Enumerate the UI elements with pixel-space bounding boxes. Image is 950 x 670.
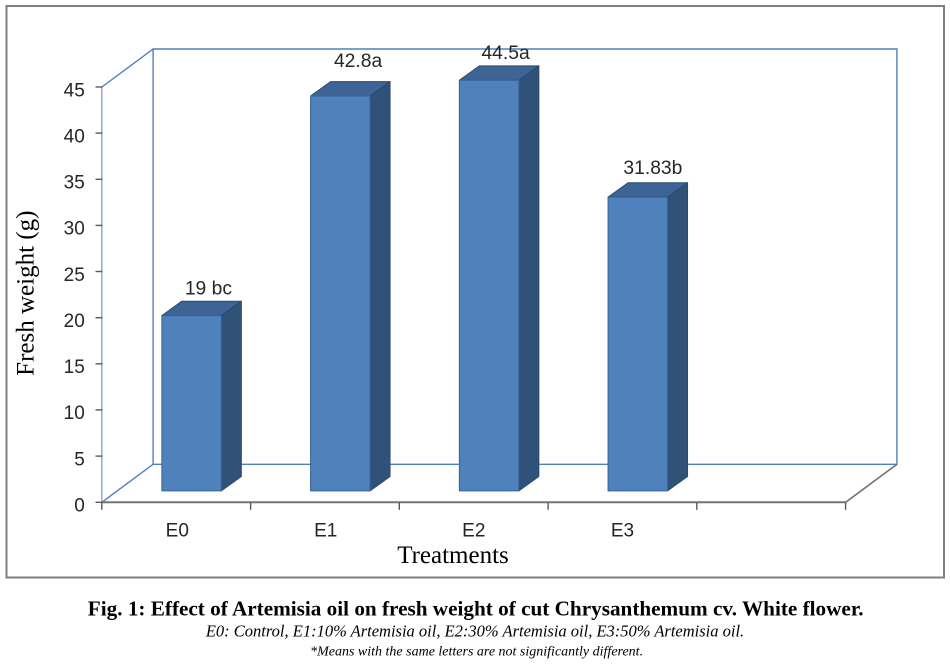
svg-text:0: 0 [74,496,85,517]
svg-text:42.8a: 42.8a [334,51,383,72]
svg-text:35: 35 [64,173,85,194]
svg-text:40: 40 [64,126,85,147]
svg-text:Treatments: Treatments [397,542,509,569]
svg-text:E2: E2 [462,521,485,542]
svg-text:5: 5 [74,449,85,470]
svg-text:E0: Control, E1:10% Artemisia: E0: Control, E1:10% Artemisia oil, E2:30… [205,621,744,640]
svg-text:19 bc: 19 bc [185,278,233,299]
svg-text:Fig. 1: Effect of Artemisia oi: Fig. 1: Effect of Artemisia oil on fresh… [88,596,864,620]
svg-text:20: 20 [64,311,85,332]
svg-text:Fresh weight (g): Fresh weight (g) [13,211,40,376]
svg-text:31.83b: 31.83b [623,158,682,179]
svg-text:E3: E3 [611,521,634,542]
svg-text:30: 30 [64,219,85,240]
svg-text:E0: E0 [166,521,189,542]
svg-text:E1: E1 [314,521,337,542]
svg-text:25: 25 [64,265,85,286]
svg-text:44.5a: 44.5a [481,43,530,64]
svg-text:45: 45 [64,80,85,101]
svg-text:*Means with the same letters a: *Means with the same letters are not sig… [310,645,643,660]
svg-text:15: 15 [64,357,85,378]
svg-text:10: 10 [64,403,85,424]
